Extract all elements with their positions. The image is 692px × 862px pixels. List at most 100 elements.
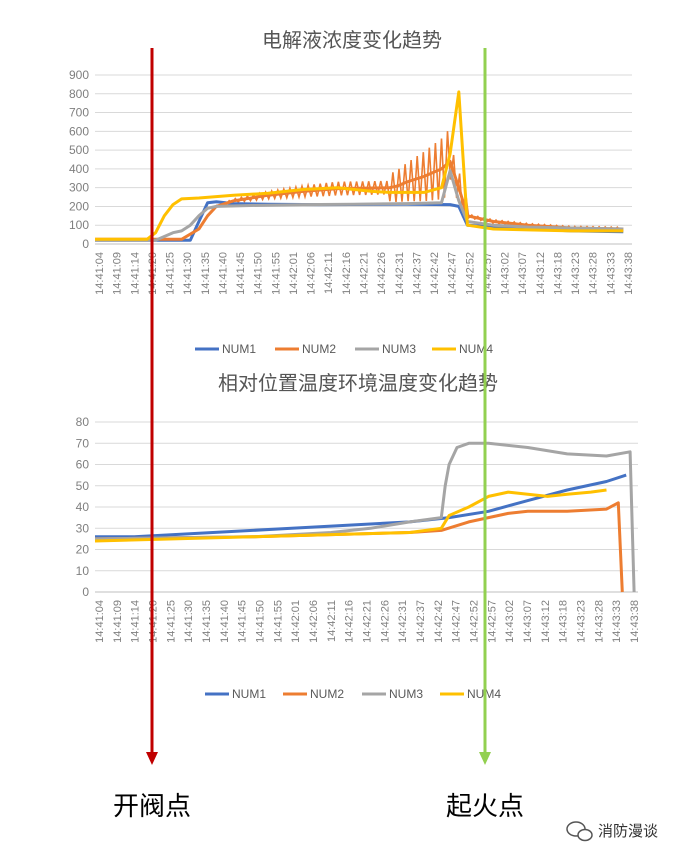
event-markers	[146, 48, 491, 765]
x-tick-label: 14:42:21	[359, 252, 371, 295]
x-tick-label: 14:42:52	[464, 252, 476, 295]
watermark: 消防漫谈	[566, 821, 658, 842]
series-line-num1	[95, 200, 624, 242]
y-tick-label: 300	[69, 181, 89, 195]
x-tick-label: 14:42:31	[397, 600, 409, 643]
x-tick-label: 14:43:38	[629, 600, 641, 643]
legend-label-num4: NUM4	[459, 342, 493, 356]
y-tick-label: 40	[76, 500, 90, 514]
x-tick-label: 14:41:45	[237, 600, 249, 643]
x-tick-label: 14:41:09	[112, 600, 124, 643]
x-tick-label: 14:43:18	[558, 600, 570, 643]
x-tick-label: 14:43:33	[605, 252, 617, 295]
x-tick-label: 14:43:12	[540, 600, 552, 643]
x-tick-label: 14:43:33	[611, 600, 623, 643]
x-tick-label: 14:43:12	[535, 252, 547, 295]
x-tick-label: 14:42:47	[451, 600, 463, 643]
x-tick-label: 14:43:02	[500, 252, 512, 295]
x-tick-label: 14:42:52	[469, 600, 481, 643]
wechat-icon	[566, 821, 593, 842]
x-tick-label: 14:42:01	[288, 252, 300, 295]
y-tick-label: 70	[76, 436, 90, 450]
x-tick-label: 14:41:09	[112, 252, 124, 295]
x-tick-label: 14:41:40	[219, 600, 231, 643]
watermark-text: 消防漫谈	[598, 822, 658, 840]
x-tick-label: 14:42:57	[486, 600, 498, 643]
legend-label-num1: NUM1	[222, 342, 256, 356]
legend-label-num1: NUM1	[232, 687, 266, 701]
x-tick-label: 14:42:01	[290, 600, 302, 643]
x-tick-label: 14:42:16	[341, 252, 353, 295]
x-tick-label: 14:43:18	[552, 252, 564, 295]
series-line-num2	[95, 159, 624, 241]
valve-open-label: 开阀点	[113, 792, 191, 822]
chart2-plot: 0 10 20 30 40 50 60 70 80 14:41:04 14:41:09 14:41:1…	[76, 415, 641, 701]
x-tick-label: 14:43:02	[504, 600, 516, 643]
x-tick-label: 14:43:07	[522, 600, 534, 643]
marker-arrowhead-0	[146, 752, 158, 765]
y-tick-label: 0	[82, 585, 89, 599]
x-tick-label: 14:42:42	[429, 252, 441, 295]
y-tick-label: 30	[76, 521, 90, 535]
legend-label-num3: NUM3	[389, 687, 423, 701]
x-tick-label: 14:43:28	[593, 600, 605, 643]
series-line-num2	[94, 501, 624, 593]
x-tick-label: 14:41:50	[253, 252, 265, 295]
marker-arrowhead-1	[479, 752, 491, 765]
x-tick-label: 14:42:42	[433, 600, 445, 643]
y-tick-label: 400	[69, 162, 89, 176]
x-tick-label: 14:41:40	[217, 252, 229, 295]
y-tick-label: 200	[69, 199, 89, 213]
x-tick-label: 14:41:45	[235, 252, 247, 295]
y-tick-label: 10	[76, 564, 90, 578]
x-tick-label: 14:41:35	[200, 252, 212, 295]
x-tick-label: 14:41:04	[94, 600, 106, 643]
series-line-num4	[94, 488, 607, 543]
x-tick-label: 14:41:14	[129, 252, 141, 295]
x-tick-label: 14:42:37	[411, 252, 423, 295]
y-tick-label: 0	[82, 237, 89, 251]
x-tick-label: 14:41:25	[165, 600, 177, 643]
x-tick-label: 14:41:30	[182, 252, 194, 295]
x-tick-label: 14:41:55	[272, 600, 284, 643]
x-tick-label: 14:43:23	[570, 252, 582, 295]
x-tick-label: 14:42:37	[415, 600, 427, 643]
legend-label-num2: NUM2	[302, 342, 336, 356]
series-line-num4	[95, 90, 624, 241]
x-tick-label: 14:43:23	[576, 600, 588, 643]
y-tick-label: 80	[76, 415, 90, 429]
x-tick-label: 14:42:47	[447, 252, 459, 295]
y-tick-label: 800	[69, 87, 89, 101]
y-tick-label: 50	[76, 479, 90, 493]
series-line-num1	[95, 473, 627, 539]
x-tick-label: 14:41:25	[165, 252, 177, 295]
x-tick-label: 14:42:06	[306, 252, 318, 295]
y-tick-label: 600	[69, 124, 89, 138]
x-tick-label: 14:42:06	[308, 600, 320, 643]
y-tick-label: 100	[69, 218, 89, 232]
x-tick-label: 14:42:31	[394, 252, 406, 295]
x-tick-label: 14:42:21	[362, 600, 374, 643]
y-tick-label: 60	[76, 458, 90, 472]
legend-label-num2: NUM2	[310, 687, 344, 701]
x-tick-label: 14:41:55	[270, 252, 282, 295]
x-tick-label: 14:42:26	[379, 600, 391, 643]
x-tick-label: 14:42:11	[326, 600, 338, 642]
x-tick-label: 14:42:16	[344, 600, 356, 643]
x-tick-label: 14:43:07	[517, 252, 529, 295]
chart1-title: 电解液浓度变化趋势	[262, 28, 442, 52]
x-tick-label: 14:41:04	[94, 252, 106, 295]
y-tick-label: 500	[69, 143, 89, 157]
x-tick-label: 14:41:35	[201, 600, 213, 643]
legend-label-num3: NUM3	[382, 342, 416, 356]
chart1-plot: 0 100 200 300 400 500 600 700 800 900 14:41:04 14:4…	[69, 68, 635, 356]
chart2-title: 相对位置温度环境温度变化趋势	[218, 371, 498, 395]
x-tick-label: 14:41:14	[130, 600, 142, 643]
x-tick-label: 14:43:38	[623, 252, 635, 295]
x-tick-label: 14:42:26	[376, 252, 388, 295]
x-tick-label: 14:41:50	[255, 600, 267, 643]
fire-point-label: 起火点	[446, 792, 524, 822]
x-tick-label: 14:42:11	[323, 252, 335, 294]
x-tick-label: 14:43:28	[588, 252, 600, 295]
